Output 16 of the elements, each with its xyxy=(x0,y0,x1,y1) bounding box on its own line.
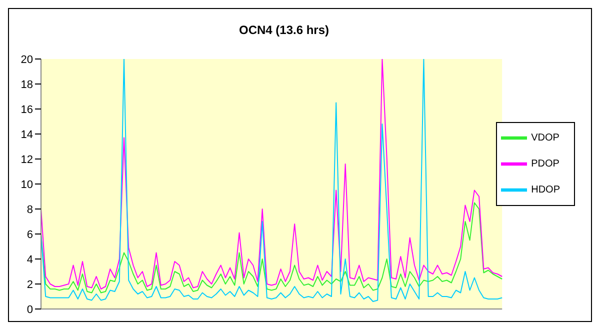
legend-label: VDOP xyxy=(531,132,560,144)
chart-title: OCN4 (13.6 hrs) xyxy=(238,23,330,37)
y-tick-label: 20 xyxy=(20,54,33,66)
y-tick-label: 10 xyxy=(20,178,33,191)
legend-label: PDOP xyxy=(531,158,560,170)
legend-label: HDOP xyxy=(531,184,560,196)
y-tick-label: 8 xyxy=(26,204,33,216)
y-tick-label: 16 xyxy=(20,104,33,116)
y-tick-label: 6 xyxy=(26,228,33,241)
y-tick-label: 14 xyxy=(20,128,33,141)
y-tick-label: 4 xyxy=(26,254,33,266)
y-tick-label: 2 xyxy=(26,278,33,291)
y-tick-label: 0 xyxy=(26,304,33,316)
y-tick-label: 12 xyxy=(20,154,33,166)
line-series xyxy=(40,202,503,294)
y-tick-label: 18 xyxy=(20,78,33,91)
